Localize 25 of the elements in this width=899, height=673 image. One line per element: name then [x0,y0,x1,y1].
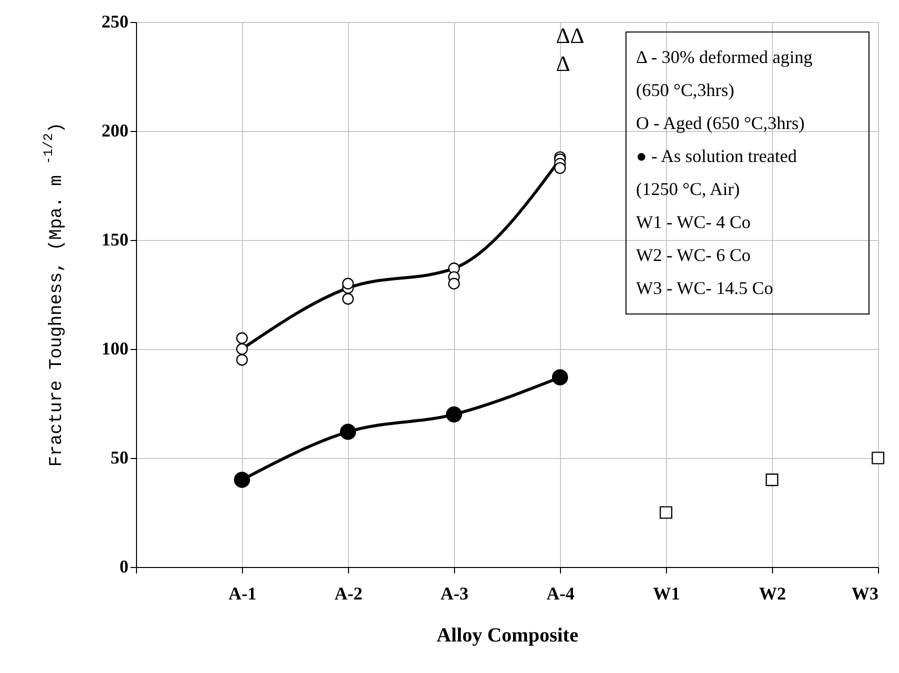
annotation: (650 °C,3hrs) [636,80,734,100]
y-tick-label: 200 [102,120,128,140]
x-tick-label: W2 [759,584,786,604]
annotation: W3 - WC- 14.5 Co [636,278,774,298]
annotation: ΔΔ [556,23,584,48]
x-tick-label: W1 [653,584,680,604]
y-tick-label: 150 [102,230,128,250]
annotation: (1250 °C, Air) [636,179,740,199]
annotation: W2 - WC- 6 Co [636,245,751,265]
x-axis-title: Alloy Composite [436,624,578,646]
y-tick-label: 50 [110,448,128,468]
annotation: ● - As solution treated [636,146,797,166]
y-tick-label: 250 [102,12,128,32]
x-tick-label: A-1 [228,584,256,604]
annotation: O - Aged (650 °C,3hrs) [636,113,805,133]
x-tick-label: A-4 [546,584,574,604]
y-tick-label: 100 [102,338,128,358]
annotation: W1 - WC- 4 Co [636,212,751,232]
annotation: Δ - 30% deformed aging [636,47,813,67]
x-tick-label: A-3 [440,584,468,604]
x-tick-label: W3 [852,584,878,604]
y-tick-label: 0 [120,556,128,576]
x-tick-label: A-2 [334,584,362,604]
y-axis-title: Fracture Toughness, (Mpa. m -1/2) [41,122,67,467]
annotation: Δ [556,51,570,76]
